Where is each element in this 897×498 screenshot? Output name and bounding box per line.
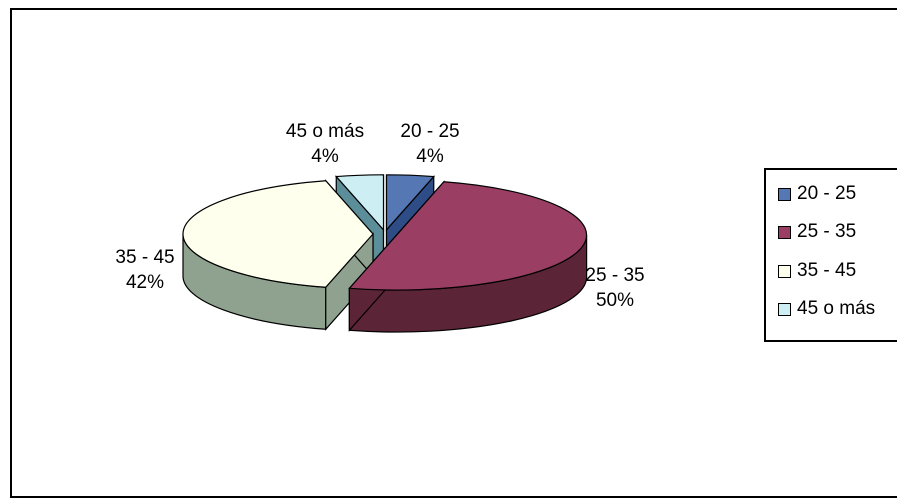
legend-label: 35 - 45 (797, 260, 857, 281)
legend-item: 20 - 25 (778, 183, 856, 205)
data-label-45-plus: 45 o más 4% (285, 121, 365, 167)
pie-slice-top-25-35 (348, 181, 588, 291)
legend-item: 25 - 35 (778, 221, 856, 243)
legend-label: 20 - 25 (797, 183, 857, 204)
pie-slice-top-20-25 (385, 174, 436, 232)
pie-chart (182, 174, 588, 333)
data-label-20-25: 20 - 25 4% (400, 121, 460, 167)
legend-item: 35 - 45 (778, 260, 856, 282)
legend-label: 45 o más (797, 298, 876, 319)
legend-swatch (778, 264, 791, 278)
legend-label: 25 - 35 (797, 221, 857, 242)
legend-swatch (778, 302, 791, 316)
legend-swatch (778, 225, 791, 239)
legend: 20 - 25 25 - 35 35 - 45 45 o más (764, 168, 897, 342)
pie-slice-35-45 (182, 179, 374, 331)
legend-swatch (778, 187, 791, 201)
legend-item: 45 o más (778, 298, 875, 320)
pie-slice-top-45-o-m-s (334, 174, 385, 232)
pie-slice-top-35-45 (182, 180, 374, 288)
data-label-35-45: 35 - 45 42% (115, 247, 175, 293)
pie-slice-25-35 (348, 180, 588, 333)
data-label-25-35: 25 - 35 50% (585, 265, 645, 311)
